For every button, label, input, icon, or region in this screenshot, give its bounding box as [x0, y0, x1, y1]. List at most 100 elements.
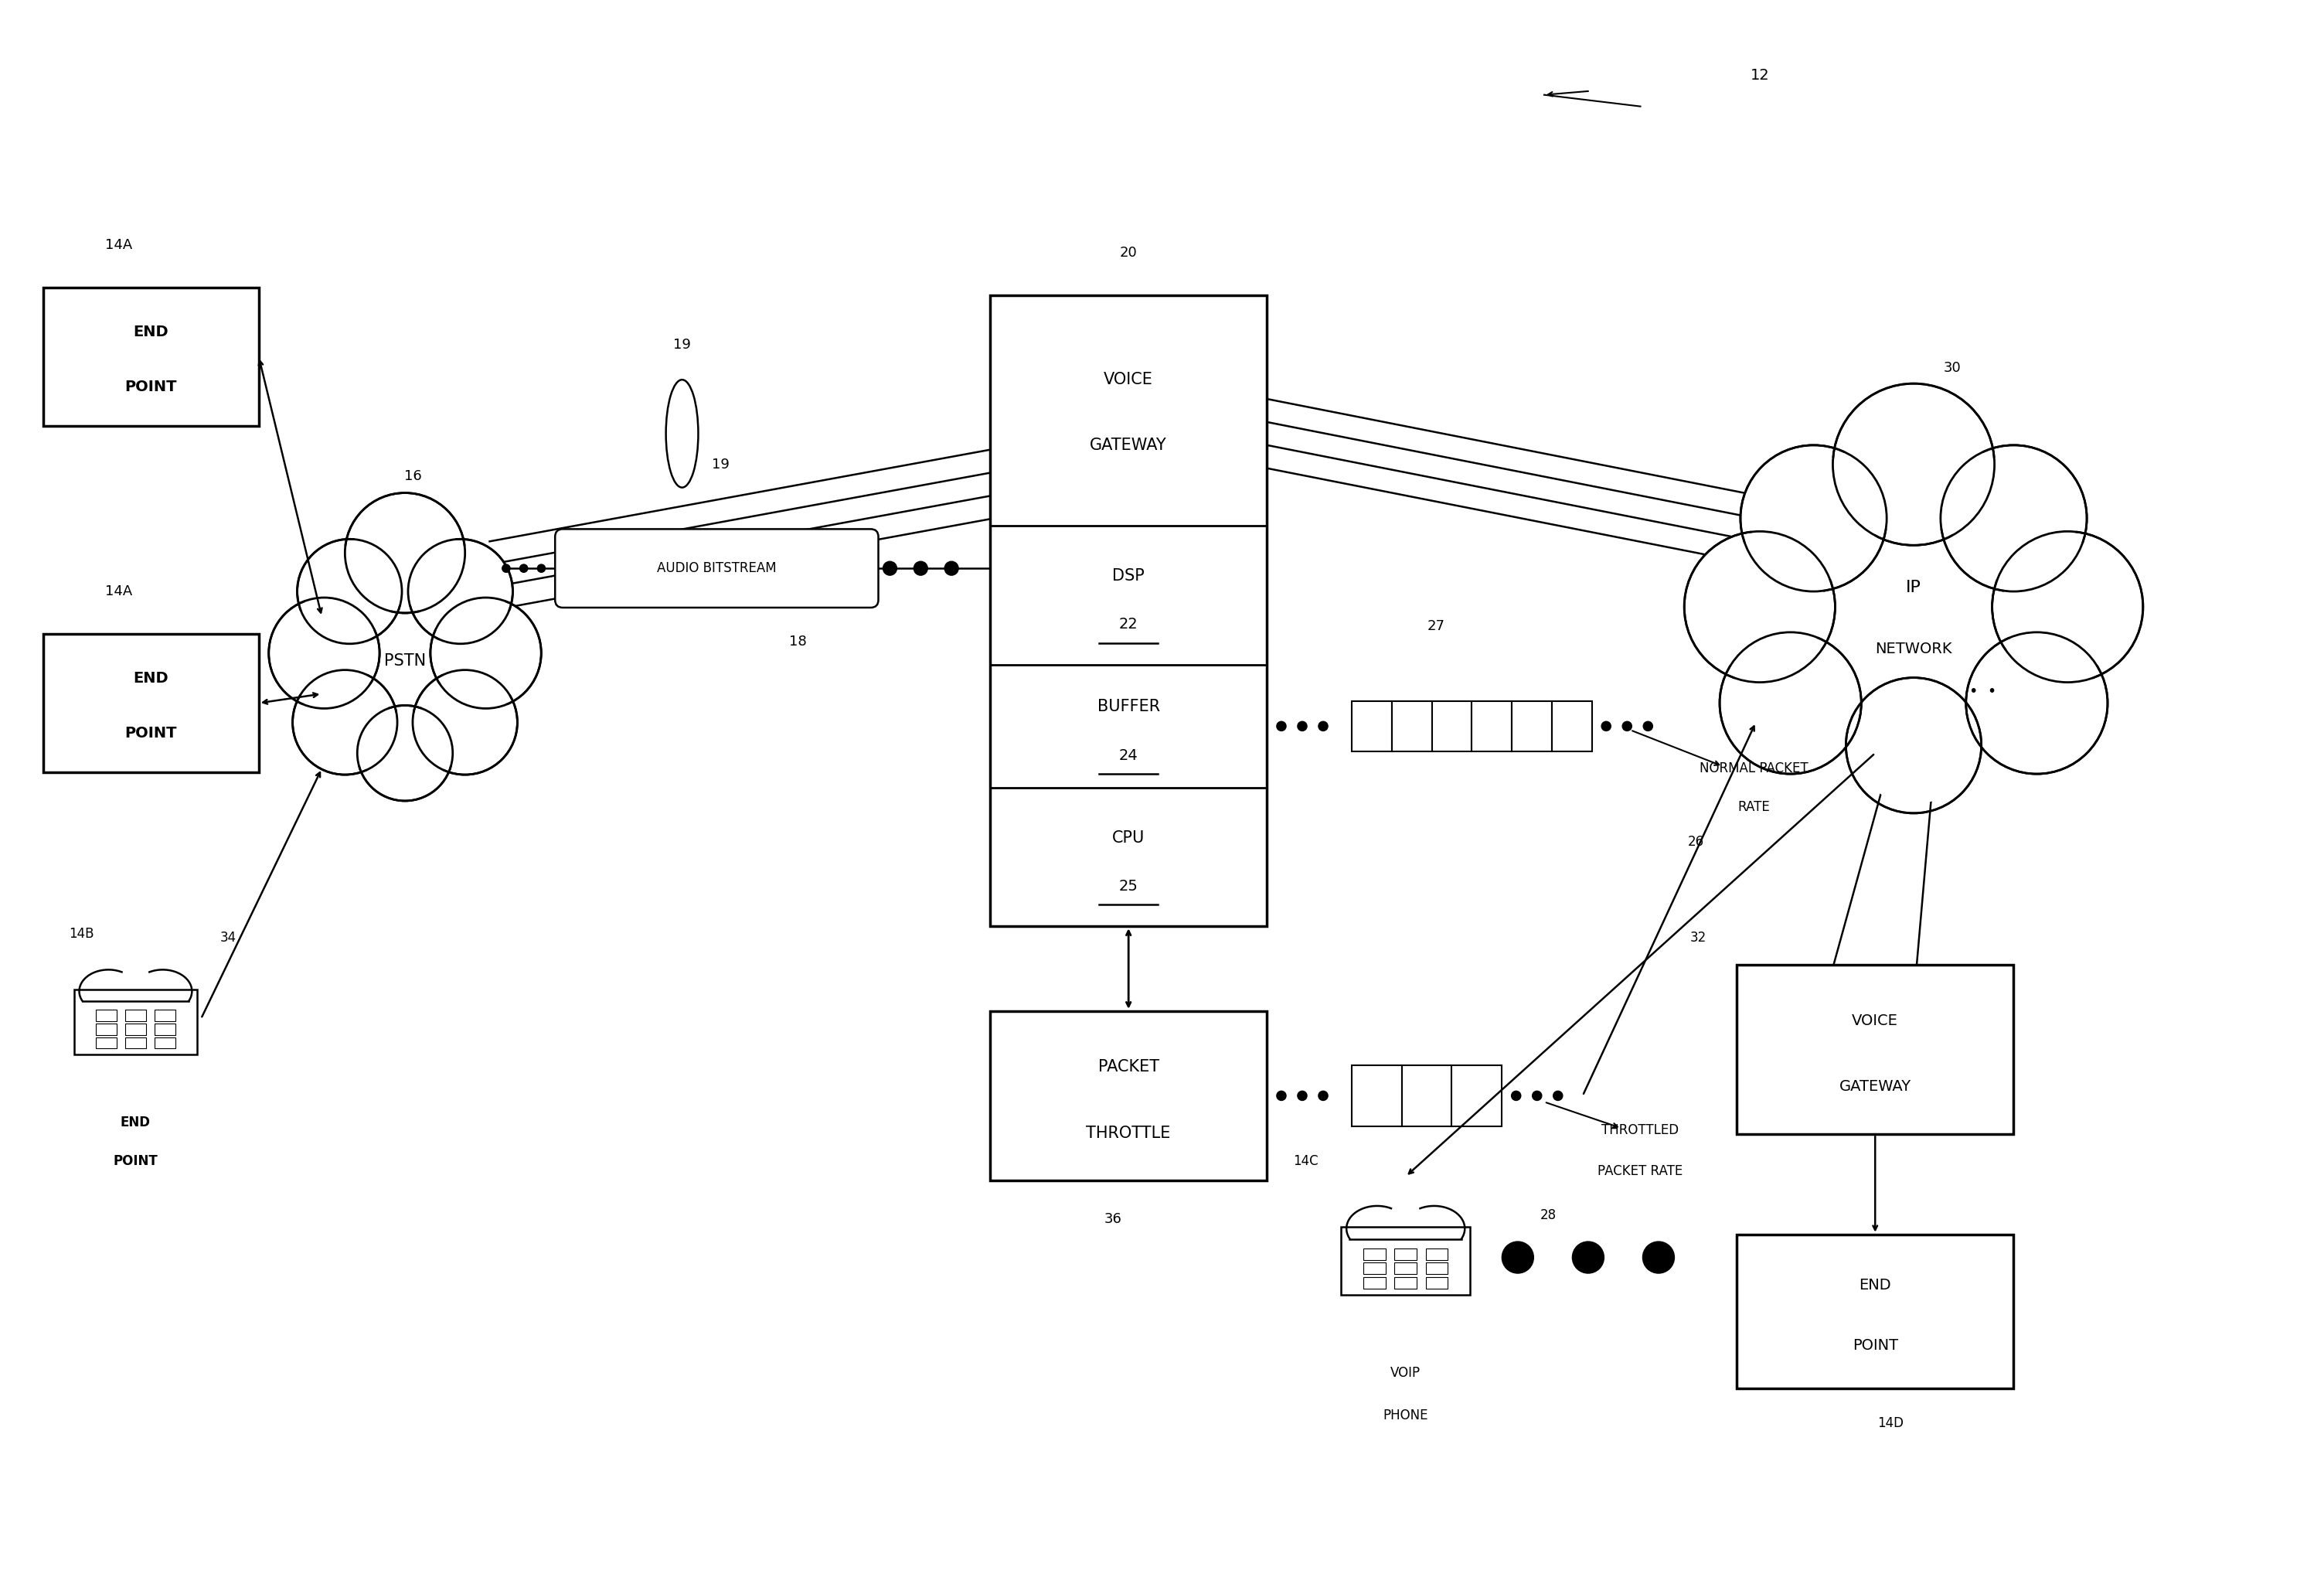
Text: END: END: [1859, 1278, 1892, 1293]
Text: 26: 26: [1687, 835, 1703, 849]
Circle shape: [1601, 721, 1611, 730]
Text: 32: 32: [1690, 931, 1706, 946]
Text: 12: 12: [1750, 68, 1769, 82]
Circle shape: [421, 678, 509, 767]
Text: •  •: • •: [1968, 684, 1996, 699]
Circle shape: [1694, 542, 1824, 672]
Bar: [1394, 1248, 1418, 1259]
Text: 19: 19: [711, 458, 730, 472]
Bar: [125, 1023, 146, 1034]
Circle shape: [1750, 455, 1875, 581]
Text: THROTTLED: THROTTLED: [1601, 1123, 1678, 1137]
Text: 22: 22: [1118, 618, 1139, 632]
Bar: [1425, 1248, 1448, 1259]
Circle shape: [1845, 678, 1982, 813]
Text: END: END: [121, 1115, 151, 1129]
Bar: [1353, 1064, 1401, 1126]
Bar: [1364, 1248, 1385, 1259]
Circle shape: [1845, 394, 1982, 534]
Circle shape: [502, 564, 509, 572]
Bar: [990, 295, 1267, 927]
Circle shape: [270, 597, 379, 708]
Circle shape: [1643, 1242, 1673, 1274]
Text: GATEWAY: GATEWAY: [1838, 1079, 1910, 1095]
Text: END: END: [132, 325, 170, 339]
Circle shape: [414, 670, 518, 775]
Bar: [1401, 1064, 1452, 1126]
Bar: [1432, 702, 1471, 751]
Text: PSTN: PSTN: [383, 653, 425, 668]
Circle shape: [883, 561, 897, 575]
Text: 18: 18: [788, 635, 806, 648]
Text: BUFFER: BUFFER: [1097, 699, 1160, 714]
Text: THROTTLE: THROTTLE: [1085, 1125, 1171, 1140]
Text: NORMAL PACKET: NORMAL PACKET: [1699, 762, 1808, 776]
Text: 30: 30: [1943, 361, 1961, 375]
Circle shape: [1729, 642, 1852, 763]
Circle shape: [1834, 383, 1994, 545]
Circle shape: [293, 670, 397, 775]
Circle shape: [1941, 445, 2087, 591]
Text: 14B: 14B: [70, 927, 95, 941]
Circle shape: [1720, 632, 1862, 775]
Ellipse shape: [1655, 361, 2173, 849]
Bar: [125, 1038, 146, 1049]
Text: 27: 27: [1427, 619, 1446, 634]
Text: END: END: [132, 670, 170, 686]
Text: CPU: CPU: [1113, 830, 1146, 846]
Circle shape: [439, 605, 535, 700]
Text: RATE: RATE: [1738, 800, 1769, 814]
Text: 14A: 14A: [105, 238, 132, 252]
Circle shape: [1501, 1242, 1534, 1274]
Circle shape: [1622, 721, 1631, 730]
Bar: [1394, 1277, 1418, 1289]
Circle shape: [409, 539, 514, 643]
Text: 14D: 14D: [1878, 1416, 1903, 1430]
Circle shape: [344, 493, 465, 613]
FancyBboxPatch shape: [555, 529, 878, 608]
Bar: [1452, 1064, 1501, 1126]
Circle shape: [353, 501, 456, 605]
Circle shape: [1950, 455, 2078, 581]
Circle shape: [1276, 721, 1285, 730]
Circle shape: [430, 597, 541, 708]
Text: 25: 25: [1118, 879, 1139, 893]
Text: AUDIO BITSTREAM: AUDIO BITSTREAM: [658, 561, 776, 575]
Text: GATEWAY: GATEWAY: [1090, 437, 1167, 453]
Bar: [1513, 702, 1552, 751]
Circle shape: [2003, 542, 2133, 672]
Bar: [1425, 1277, 1448, 1289]
Circle shape: [1297, 1091, 1306, 1101]
Bar: [1364, 1262, 1385, 1274]
Circle shape: [1573, 1242, 1604, 1274]
Circle shape: [1532, 1091, 1541, 1101]
Circle shape: [1855, 687, 1971, 803]
Text: VOIP: VOIP: [1390, 1365, 1420, 1380]
Circle shape: [416, 546, 504, 637]
Text: PHONE: PHONE: [1383, 1408, 1429, 1422]
Circle shape: [944, 561, 957, 575]
Circle shape: [537, 564, 546, 572]
Circle shape: [358, 705, 453, 802]
Circle shape: [1552, 1091, 1562, 1101]
Text: 14C: 14C: [1292, 1155, 1318, 1167]
Bar: [95, 1038, 116, 1049]
Circle shape: [521, 564, 528, 572]
Text: POINT: POINT: [114, 1155, 158, 1167]
Circle shape: [1297, 721, 1306, 730]
Bar: [1341, 1226, 1471, 1296]
Bar: [95, 1023, 116, 1034]
Circle shape: [1511, 1091, 1520, 1101]
Bar: [1471, 702, 1513, 751]
Bar: [1736, 965, 2013, 1134]
Bar: [1364, 1277, 1385, 1289]
Circle shape: [304, 546, 395, 637]
Circle shape: [1741, 445, 1887, 591]
Text: VOICE: VOICE: [1852, 1014, 1899, 1028]
Bar: [95, 1011, 116, 1022]
Bar: [156, 1023, 177, 1034]
Bar: [1425, 1262, 1448, 1274]
Bar: [1394, 1262, 1418, 1274]
Ellipse shape: [251, 477, 560, 828]
Text: PACKET RATE: PACKET RATE: [1599, 1164, 1683, 1178]
